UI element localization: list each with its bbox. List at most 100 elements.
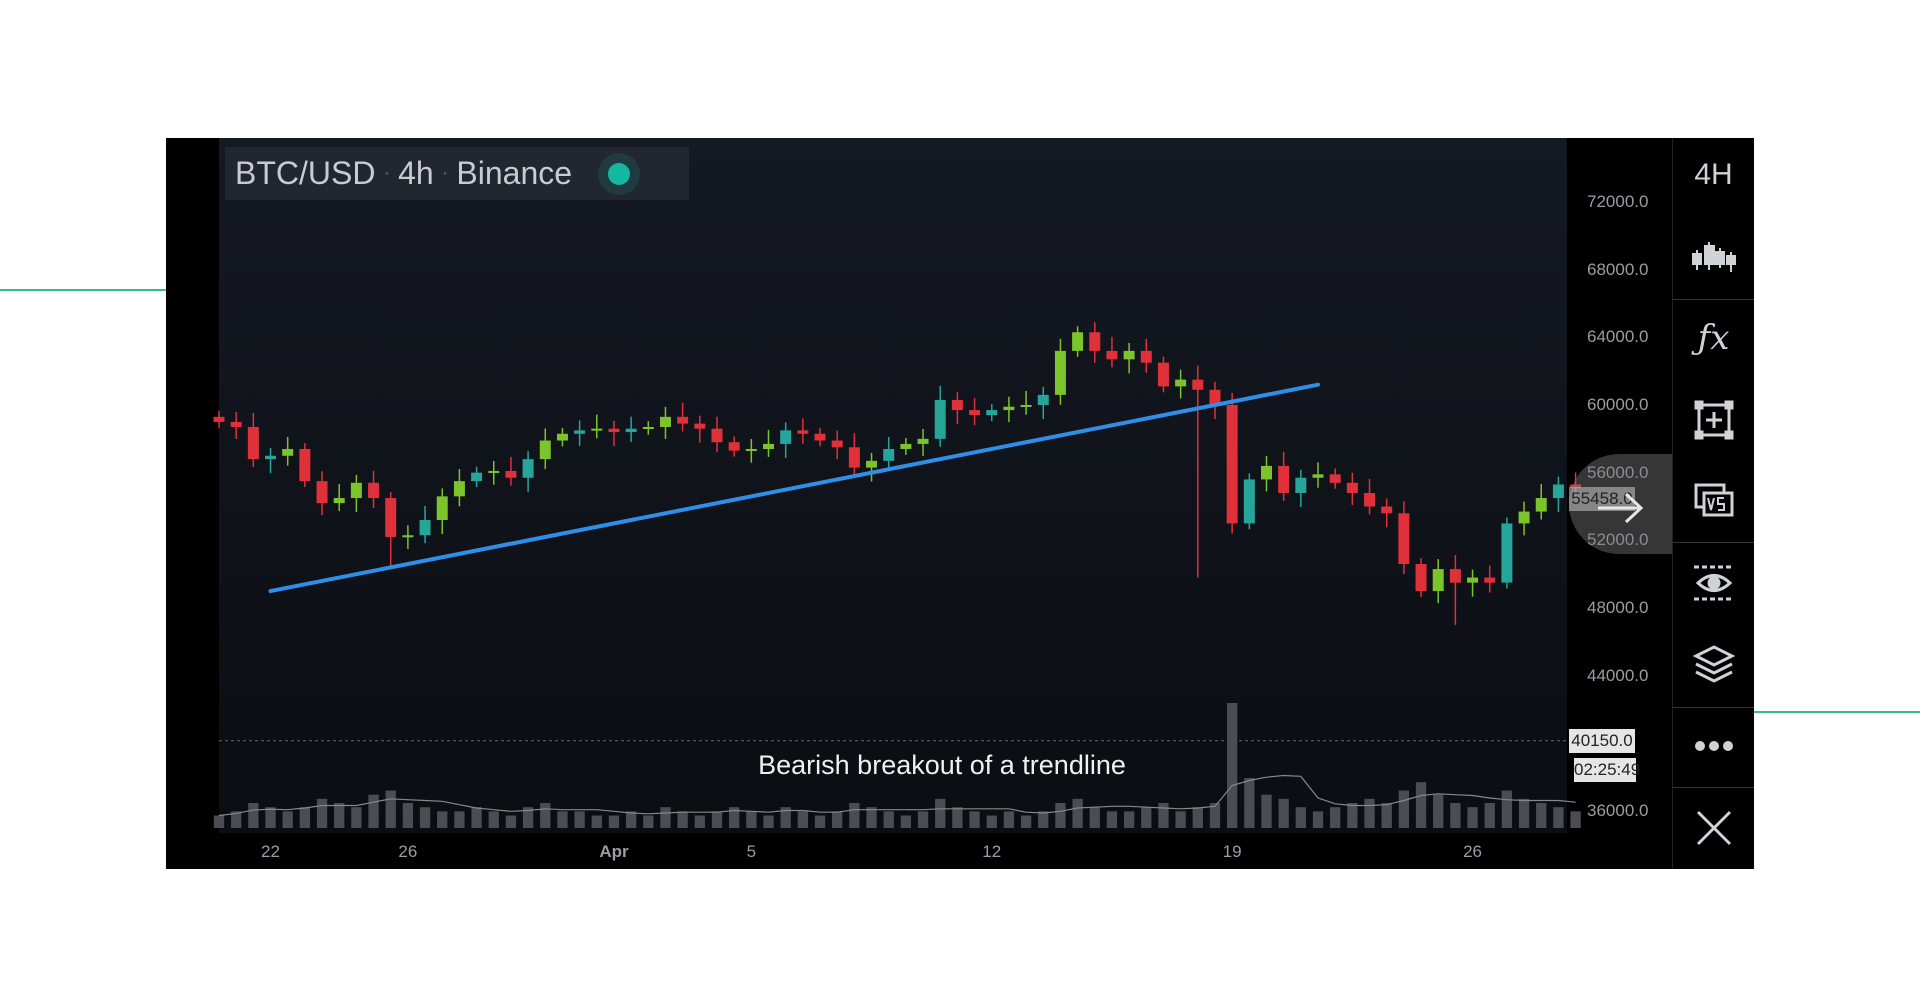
volume-bar — [522, 807, 534, 828]
layers-button[interactable] — [1673, 629, 1754, 699]
candle-body — [1157, 362, 1169, 387]
candle-body — [814, 433, 826, 441]
volume-bar — [900, 815, 912, 828]
candle-body — [1260, 465, 1272, 480]
volume-bar — [643, 815, 654, 828]
volume-bar — [231, 811, 242, 828]
volume-bar — [883, 811, 894, 828]
candle-body — [1037, 394, 1049, 405]
candle-body — [419, 520, 431, 536]
volume-bar — [1467, 807, 1478, 828]
volume-bar — [265, 807, 276, 828]
date-tick-label: Apr — [599, 842, 629, 861]
toolbar-divider — [1673, 299, 1754, 300]
candle-body — [316, 481, 328, 504]
candle-body — [694, 423, 706, 429]
candle-body — [677, 416, 689, 424]
candle-body — [1243, 479, 1255, 524]
volume-bar — [660, 807, 671, 828]
chart-window: BTC/USD · 4h · Binance 72000.0 68000.0 640… — [166, 138, 1754, 869]
volume-bar — [471, 807, 482, 828]
volume-bar — [1158, 803, 1169, 828]
candle-body — [986, 410, 998, 416]
add-frame-button[interactable] — [1673, 385, 1754, 455]
candle-body — [900, 443, 912, 449]
volume-bar — [814, 815, 826, 828]
indicators-button[interactable]: ƒx — [1673, 303, 1754, 373]
candle-body — [711, 428, 723, 443]
candle-body — [230, 421, 242, 427]
volume-bar — [213, 815, 225, 828]
close-icon — [1696, 810, 1731, 846]
candle-body — [1072, 332, 1084, 351]
price-tick-label: 60000.0 — [1587, 395, 1649, 414]
candlestick-icon — [1691, 242, 1736, 272]
volume-bar — [1192, 807, 1203, 828]
candle-body — [350, 482, 362, 499]
candle-body — [1552, 484, 1564, 499]
candle-body — [745, 448, 757, 451]
volume-bar — [1123, 811, 1135, 828]
plot-area[interactable] — [219, 138, 1567, 833]
candle-body — [333, 498, 345, 504]
compare-button[interactable] — [1673, 466, 1754, 536]
candle-body — [471, 472, 483, 482]
volume-bar — [969, 811, 980, 828]
candle-body — [780, 430, 792, 444]
date-tick-label: 22 — [261, 842, 280, 861]
candle-body — [1501, 523, 1513, 583]
accent-line-right — [1753, 711, 1920, 713]
volume-bar — [1072, 798, 1083, 828]
volume-bar — [1570, 811, 1581, 828]
volume-bar — [1433, 794, 1444, 828]
candle-body — [1329, 474, 1341, 483]
volume-bar — [505, 815, 517, 828]
candle-body — [797, 430, 809, 434]
price-tick-label: 64000.0 — [1587, 327, 1649, 347]
close-button[interactable] — [1673, 793, 1754, 863]
volume-bar — [591, 815, 602, 828]
timeframe-button[interactable]: 4H — [1694, 158, 1733, 191]
chart-type-button[interactable] — [1673, 222, 1754, 292]
toolbar-divider — [1673, 707, 1754, 708]
candle-body — [1467, 577, 1479, 583]
candle-body — [1226, 405, 1238, 524]
volume-bar — [1450, 803, 1461, 828]
candle-body — [1123, 350, 1135, 360]
visibility-button[interactable] — [1673, 548, 1754, 618]
compare-icon — [1694, 483, 1733, 517]
candle-body — [1381, 506, 1393, 514]
volume-bar — [334, 803, 345, 828]
volume-bar — [849, 803, 860, 828]
candle-body — [385, 498, 397, 537]
volume-bar — [1364, 798, 1375, 828]
candle-body — [1484, 577, 1496, 583]
candle-body — [728, 442, 740, 451]
candle-body — [1312, 474, 1324, 478]
date-tick-label: 5 — [746, 842, 757, 861]
volume-bar — [986, 815, 997, 828]
volume-average-line — [218, 774, 1576, 817]
candle-body — [831, 440, 843, 448]
volume-bar — [1209, 803, 1221, 828]
volume-bar — [454, 811, 465, 828]
volume-bar — [316, 798, 328, 828]
candle-body — [1054, 350, 1066, 395]
candle-body — [488, 470, 500, 473]
arrow-right-icon[interactable] — [1596, 490, 1646, 526]
date-tick-label: 12 — [982, 842, 1002, 861]
volume-bar — [780, 807, 791, 828]
price-tick-label: 48000.0 — [1587, 598, 1649, 617]
candle-body — [1140, 350, 1152, 363]
volume-bar — [935, 798, 946, 828]
candle-body — [505, 470, 517, 478]
candle-body — [1449, 569, 1461, 583]
price-tick-label: 36000.0 — [1587, 801, 1649, 820]
candle-body — [265, 455, 277, 460]
more-button[interactable] — [1673, 711, 1754, 781]
volume-bar — [1330, 807, 1341, 828]
candle-body — [951, 399, 963, 411]
candle-body — [282, 448, 294, 456]
symbol-header[interactable]: BTC/USD · 4h · Binance — [225, 147, 689, 200]
candle-body — [608, 428, 620, 433]
